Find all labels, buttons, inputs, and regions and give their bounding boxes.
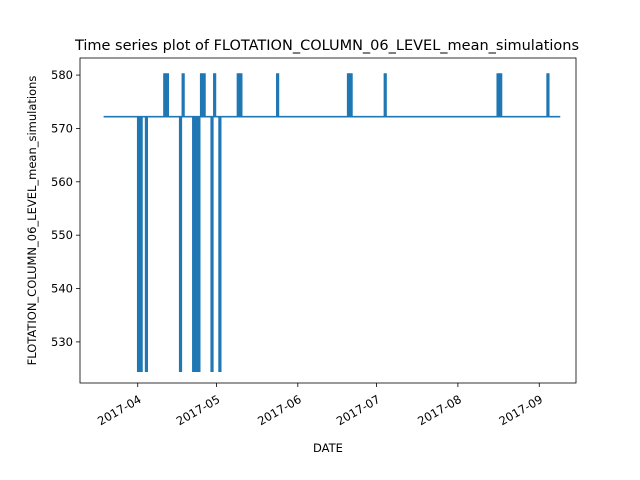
x-tick-label: 2017-07 (334, 392, 383, 428)
series-spike (178, 116, 183, 373)
x-tick-label: 2017-04 (95, 392, 144, 428)
y-tick-label: 540 (51, 282, 73, 296)
x-tick-label: 2017-09 (497, 392, 546, 428)
series-spike (202, 73, 206, 117)
y-tick-label: 570 (51, 121, 73, 135)
series-spike (383, 73, 387, 117)
series-spike (136, 116, 141, 373)
series-spike (346, 73, 351, 117)
series-spike (165, 73, 169, 117)
plot-frame (79, 57, 577, 384)
y-axis: 530 540 550 560 570 580 (51, 68, 80, 349)
series-spike (199, 73, 204, 117)
series-spike (194, 116, 198, 373)
y-tick-label: 580 (51, 68, 73, 82)
series-spike (197, 116, 201, 373)
series-spike (276, 73, 280, 117)
series-spike (139, 116, 143, 373)
x-axis-label: DATE (313, 441, 343, 455)
series-spike (192, 116, 196, 373)
series-layer (103, 73, 561, 373)
y-tick-label: 550 (51, 228, 73, 242)
series-spike (163, 73, 167, 117)
series-spike (236, 73, 240, 117)
series-spike (181, 73, 185, 117)
series-spike (210, 116, 214, 373)
series-spike (144, 116, 149, 373)
y-tick-label: 560 (51, 175, 73, 189)
y-tick-label: 530 (51, 335, 73, 349)
series-spike (496, 73, 500, 117)
series-spike (213, 73, 217, 117)
series-spike (546, 73, 550, 117)
series-spike (218, 116, 222, 373)
plot-area (79, 57, 577, 384)
series-spike (239, 73, 243, 117)
chart-title: Time series plot of FLOTATION_COLUMN_06_… (74, 38, 579, 54)
series-spike (349, 73, 353, 117)
x-axis: 2017-04 2017-05 2017-06 2017-07 2017-08 2017-… (95, 383, 545, 428)
x-tick-label: 2017-05 (174, 392, 223, 428)
x-tick-label: 2017-06 (255, 392, 304, 428)
x-tick-label: 2017-08 (415, 392, 464, 428)
series-spike (499, 73, 503, 117)
y-axis-label: FLOTATION_COLUMN_06_LEVEL_mean_simulatio… (25, 76, 39, 366)
